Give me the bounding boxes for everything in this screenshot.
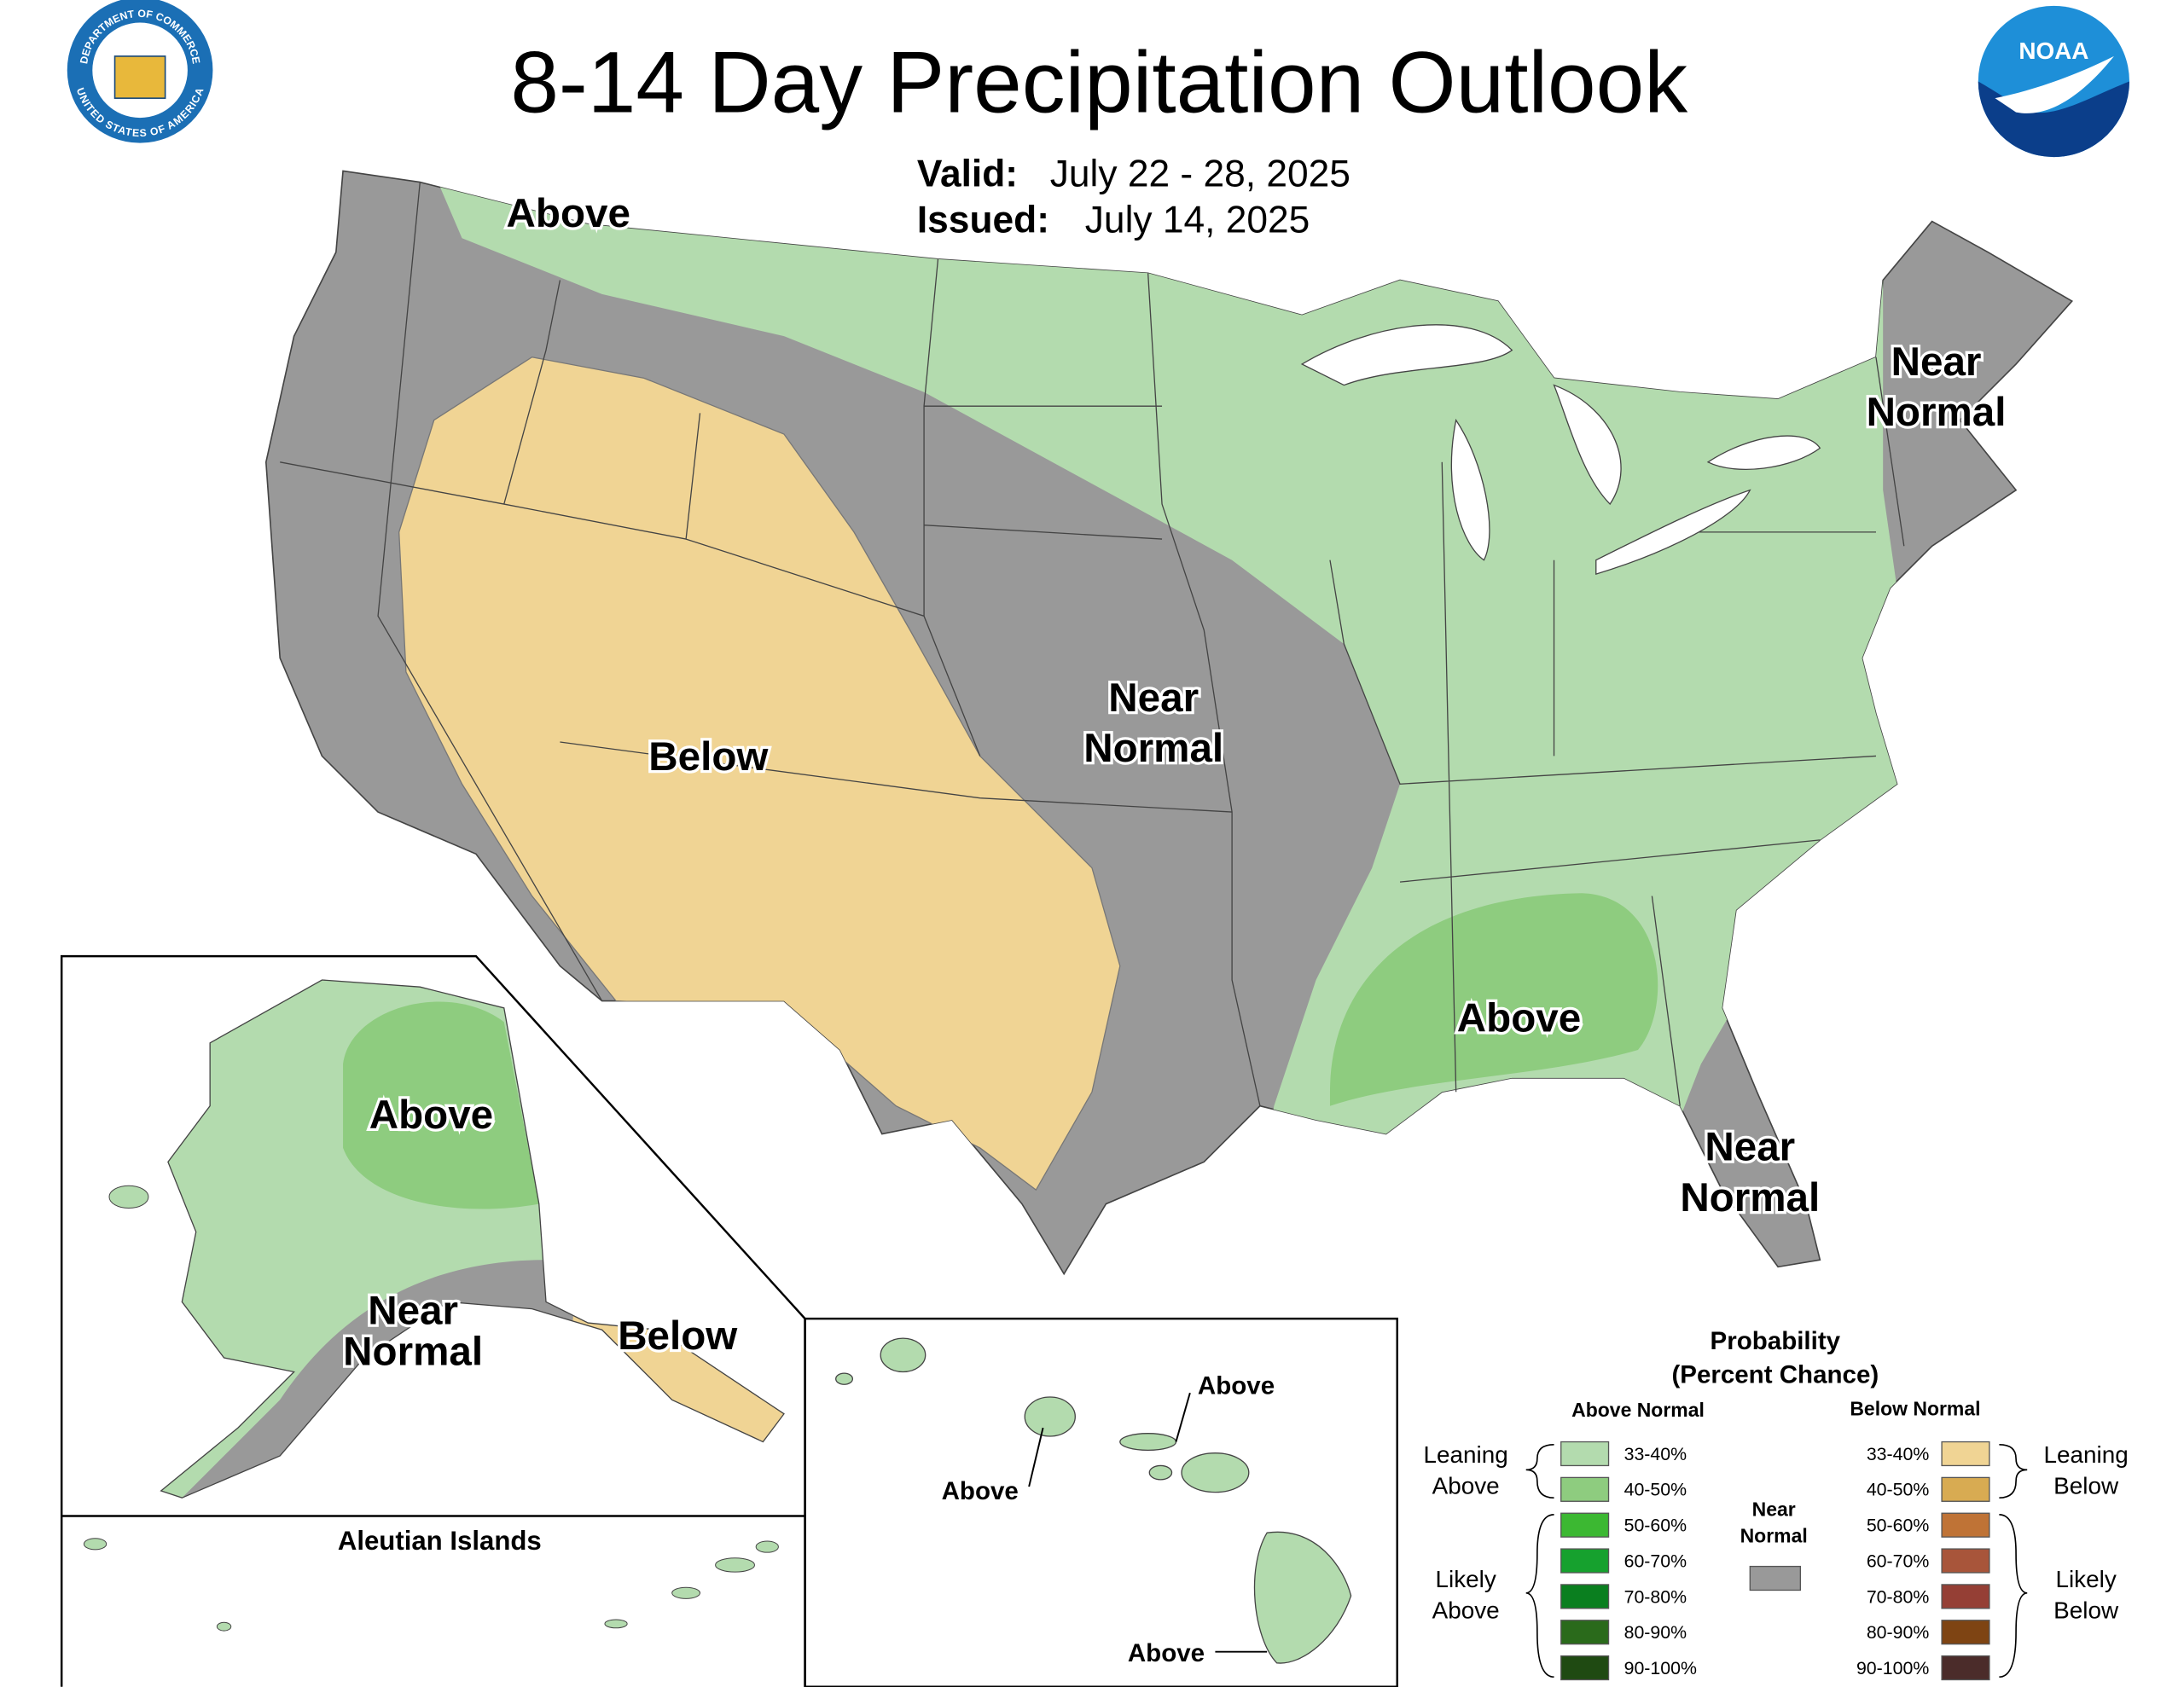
alaska-label: Above bbox=[369, 1093, 493, 1138]
valid-label: Valid: bbox=[917, 154, 1018, 195]
legend-swatch bbox=[1560, 1655, 1610, 1681]
region-label: Normal bbox=[1083, 726, 1223, 771]
hawaii-label: Above bbox=[1198, 1372, 1275, 1400]
hawaii-label: Above bbox=[1128, 1639, 1205, 1667]
region-label: Below bbox=[648, 734, 769, 780]
region-label: Above bbox=[1457, 996, 1581, 1041]
conus bbox=[264, 170, 2073, 1275]
legend-swatch bbox=[1560, 1512, 1610, 1538]
region-label: Near bbox=[1705, 1125, 1795, 1170]
legend-group: Below bbox=[2053, 1597, 2119, 1623]
legend-swatch bbox=[1941, 1620, 1990, 1645]
title: 8-14 Day Precipitation Outlook bbox=[510, 34, 1688, 131]
alaska-label: Near bbox=[368, 1289, 458, 1334]
above-header: Above Normal bbox=[1571, 1399, 1705, 1421]
legend-swatch bbox=[1560, 1441, 1610, 1467]
legend-swatch bbox=[1941, 1655, 1990, 1681]
legend-swatch bbox=[1941, 1548, 1990, 1574]
legend-group: Leaning bbox=[2044, 1441, 2129, 1468]
legend-swatch bbox=[1941, 1584, 1990, 1609]
legend-range: 50-60% bbox=[1867, 1516, 1930, 1536]
legend-group: Above bbox=[1432, 1597, 1500, 1623]
legend-group: Likely bbox=[2055, 1566, 2116, 1592]
hawaii-inset bbox=[804, 1317, 1398, 1687]
legend-title: Probability bbox=[1711, 1327, 1841, 1355]
region-label: Above bbox=[507, 191, 630, 236]
legend-range: 70-80% bbox=[1624, 1586, 1687, 1607]
issued-label: Issued: bbox=[917, 200, 1049, 241]
alaska-label: Below bbox=[618, 1313, 738, 1359]
region-label: Normal bbox=[1867, 390, 2007, 435]
legend-group: Below bbox=[2053, 1472, 2119, 1499]
hawaii-label: Above bbox=[942, 1477, 1019, 1505]
legend: Probability (Percent Chance) Above Norma… bbox=[1424, 1327, 2129, 1681]
legend-range: 50-60% bbox=[1624, 1516, 1687, 1536]
legend-swatch bbox=[1560, 1584, 1610, 1609]
alaska-label: Normal bbox=[343, 1329, 483, 1374]
legend-range: 40-50% bbox=[1624, 1480, 1687, 1500]
legend-range: 80-90% bbox=[1867, 1622, 1930, 1643]
legend-swatch bbox=[1560, 1476, 1610, 1502]
noaa-text: NOAA bbox=[2018, 38, 2088, 64]
legend-range: 33-40% bbox=[1867, 1444, 1930, 1464]
legend-swatch bbox=[1560, 1548, 1610, 1574]
legend-swatch bbox=[1560, 1620, 1610, 1645]
region-label: Near bbox=[1891, 339, 1982, 385]
aleutian-title: Aleutian Islands bbox=[338, 1526, 542, 1556]
noaa-logo: NOAA bbox=[1978, 5, 2129, 158]
legend-swatch bbox=[1941, 1512, 1990, 1538]
legend-group: Likely bbox=[1436, 1566, 1496, 1592]
legend-swatch bbox=[1941, 1476, 1990, 1502]
issued-date: July 14, 2025 bbox=[1085, 200, 1310, 241]
commerce-seal: DEPARTMENT OF COMMERCE UNITED STATES OF … bbox=[67, 0, 213, 143]
legend-subtitle: (Percent Chance) bbox=[1671, 1361, 1879, 1389]
legend-range: 80-90% bbox=[1624, 1622, 1687, 1643]
legend-range: 60-70% bbox=[1867, 1551, 1930, 1571]
below-header: Below Normal bbox=[1850, 1397, 1980, 1419]
legend-range: 40-50% bbox=[1867, 1480, 1930, 1500]
legend-swatch bbox=[1749, 1565, 1802, 1591]
near-normal-label: Near bbox=[1752, 1499, 1796, 1521]
legend-range: 70-80% bbox=[1867, 1586, 1930, 1607]
region-label: Near bbox=[1108, 675, 1199, 721]
legend-range: 90-100% bbox=[1624, 1658, 1697, 1678]
legend-group: Leaning bbox=[1424, 1441, 1508, 1468]
legend-swatch bbox=[1941, 1441, 1990, 1467]
near-normal-label: Normal bbox=[1740, 1525, 1808, 1547]
legend-range: 33-40% bbox=[1624, 1444, 1687, 1464]
legend-range: 90-100% bbox=[1856, 1658, 1929, 1678]
legend-range: 60-70% bbox=[1624, 1551, 1687, 1571]
legend-group: Above bbox=[1432, 1472, 1500, 1499]
region-label: Normal bbox=[1680, 1175, 1820, 1220]
valid-dates: July 22 - 28, 2025 bbox=[1050, 154, 1350, 195]
